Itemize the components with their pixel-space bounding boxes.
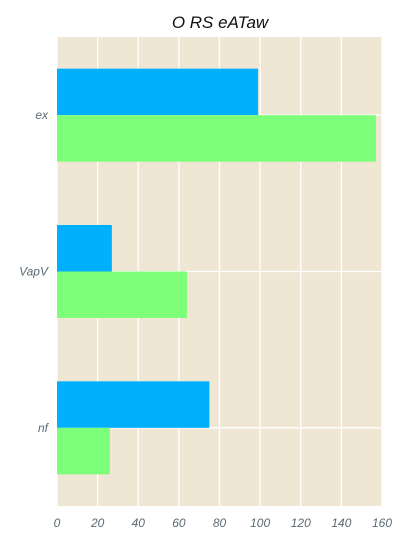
x-tick-label-7: 140: [331, 516, 351, 530]
bar-series1-1: [57, 271, 187, 318]
x-tick-label-3: 60: [172, 516, 186, 530]
y-tick-label-2: nf: [38, 421, 50, 435]
chart-title: O RS eATaw: [172, 13, 270, 32]
bar-series1-0: [57, 115, 376, 162]
bar-series1-2: [57, 427, 110, 475]
x-axis-ticks: 0 20 40 60 80 100 120 140 160: [54, 516, 393, 530]
x-tick-label-8: 160: [372, 516, 392, 530]
y-tick-label-1: VapV: [19, 265, 49, 279]
x-tick-label-5: 100: [250, 516, 270, 530]
x-tick-label-1: 20: [90, 516, 105, 530]
y-axis-ticks: ex VapV nf: [19, 108, 50, 435]
x-tick-label-2: 40: [132, 516, 146, 530]
bar-series0-0: [57, 68, 259, 116]
bar-series0-2: [57, 381, 210, 428]
bar-series0-1: [57, 225, 112, 272]
y-tick-label-0: ex: [35, 108, 49, 122]
x-tick-label-4: 80: [213, 516, 227, 530]
x-tick-label-0: 0: [54, 516, 61, 530]
bars: [57, 68, 376, 475]
x-tick-label-6: 120: [291, 516, 311, 530]
